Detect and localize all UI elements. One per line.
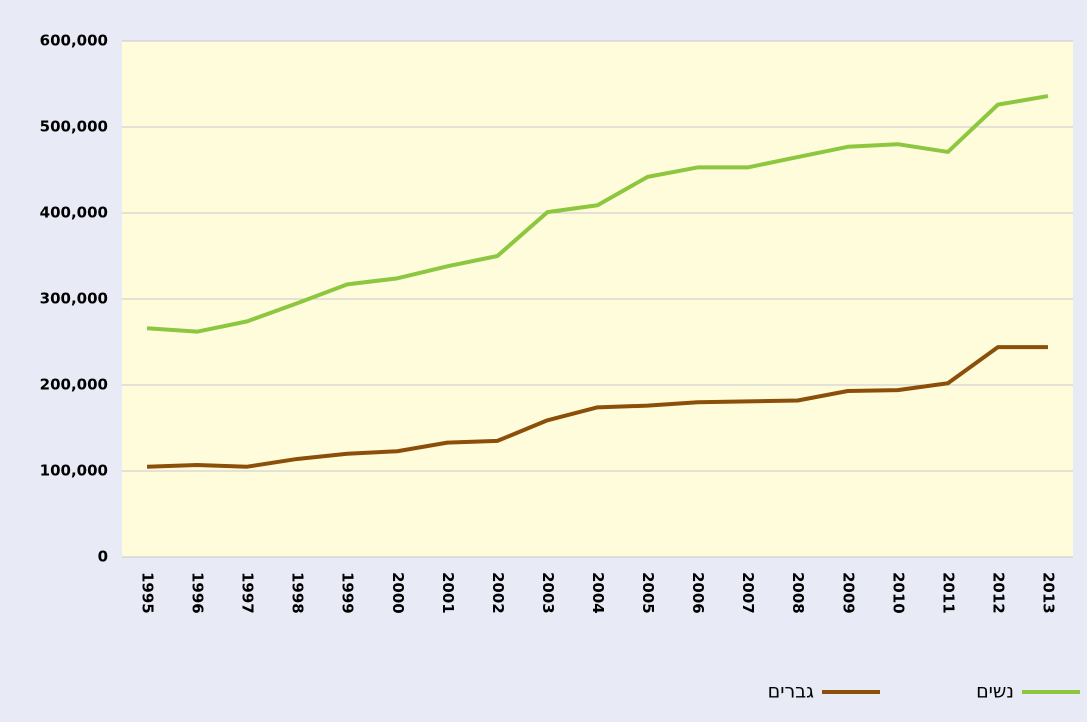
x-tick-label: 1998 [289,572,307,614]
x-tick-label: 2006 [689,572,707,614]
x-tick-label: 2012 [989,572,1007,614]
y-tick-label: 300,000 [40,290,108,308]
y-tick-label: 0 [98,548,108,566]
x-tick-label: 2009 [839,572,857,614]
x-tick-label: 2010 [889,572,907,614]
legend-label: נשים [976,681,1014,703]
x-tick-label: 1995 [139,572,157,614]
x-tick-label: 2003 [539,572,557,614]
x-tick-label: 2011 [939,572,957,614]
x-tick-label: 2005 [639,572,657,614]
x-tick-label: 1996 [189,572,207,614]
x-tick-label: 2004 [589,572,607,614]
series-line [146,94,1049,334]
y-tick-label: 500,000 [40,118,108,136]
x-tick-label: 2000 [389,572,407,614]
x-tick-label: 2001 [439,572,457,614]
x-tick-label: 1999 [339,572,357,614]
y-tick-label: 200,000 [40,376,108,394]
y-tick-label: 400,000 [40,204,108,222]
x-tick-label: 2008 [789,572,807,614]
x-tick-label: 2002 [489,572,507,614]
y-tick-label: 100,000 [40,462,108,480]
x-tick-label: 2007 [739,572,757,614]
series-line [146,345,1048,469]
x-tick-label: 1997 [239,572,257,614]
y-tick-label: 600,000 [40,32,108,50]
x-tick-label: 2013 [1039,572,1057,614]
legend-label: גברים [768,681,815,703]
